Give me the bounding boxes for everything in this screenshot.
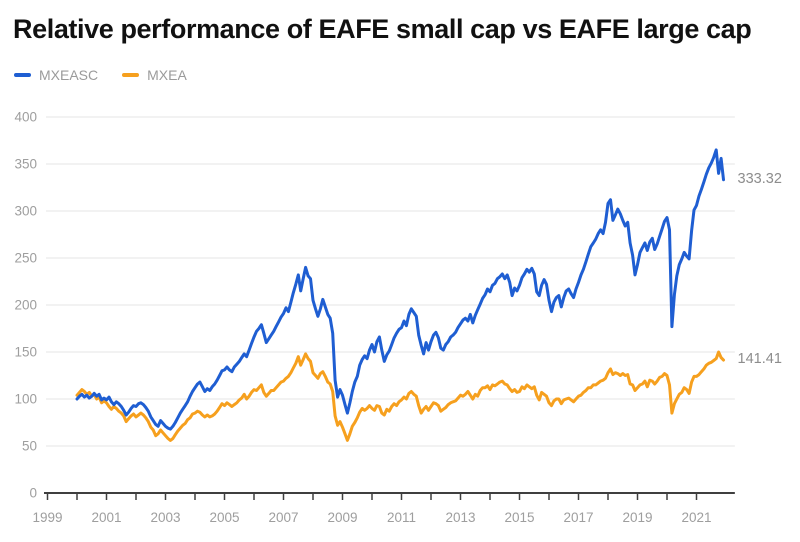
legend-swatch-blue-icon [14,73,31,77]
x-axis-tick-label: 2001 [91,510,121,525]
legend-item-mxeasc[interactable]: MXEASC [14,67,98,83]
x-axis-tick-label: 2015 [504,510,534,525]
x-axis-tick-label: 2017 [563,510,593,525]
y-axis-tick-label: 400 [14,110,37,125]
x-axis-tick-label: 2013 [445,510,475,525]
x-axis-tick-label: 1999 [32,510,62,525]
legend-label: MXEA [147,67,187,83]
y-axis-tick-label: 50 [22,439,37,454]
legend-label: MXEASC [39,67,99,83]
y-axis-tick-label: 150 [14,345,37,360]
end-value-mxea: 141.41 [737,351,782,368]
y-axis-tick-label: 250 [14,251,37,266]
legend-swatch-orange-icon [122,73,140,77]
x-axis-tick-label: 2011 [387,510,416,525]
y-axis-tick-label: 300 [14,204,37,219]
x-axis-tick-label: 2009 [327,510,357,525]
series-line-mxeasc[interactable] [75,148,725,431]
x-axis-tick-label: 2003 [150,510,180,525]
chart-title: Relative performance of EAFE small cap v… [13,14,752,44]
x-axis-tick-label: 2019 [622,510,652,525]
legend-item-mxea[interactable]: MXEA [122,67,187,83]
y-axis-tick-label: 200 [14,298,37,313]
x-axis-tick-label: 2005 [209,510,239,525]
series-line-mxea[interactable] [75,350,725,442]
x-axis-tick-label: 2021 [681,510,711,525]
end-value-mxeasc: 333.32 [737,170,782,187]
y-axis-tick-label: 100 [14,392,37,407]
x-axis-tick-label: 2007 [268,510,298,525]
y-axis-tick-label: 350 [14,157,37,172]
legend: MXEASC MXEA [14,67,187,83]
y-axis-tick-label: 0 [29,486,37,501]
